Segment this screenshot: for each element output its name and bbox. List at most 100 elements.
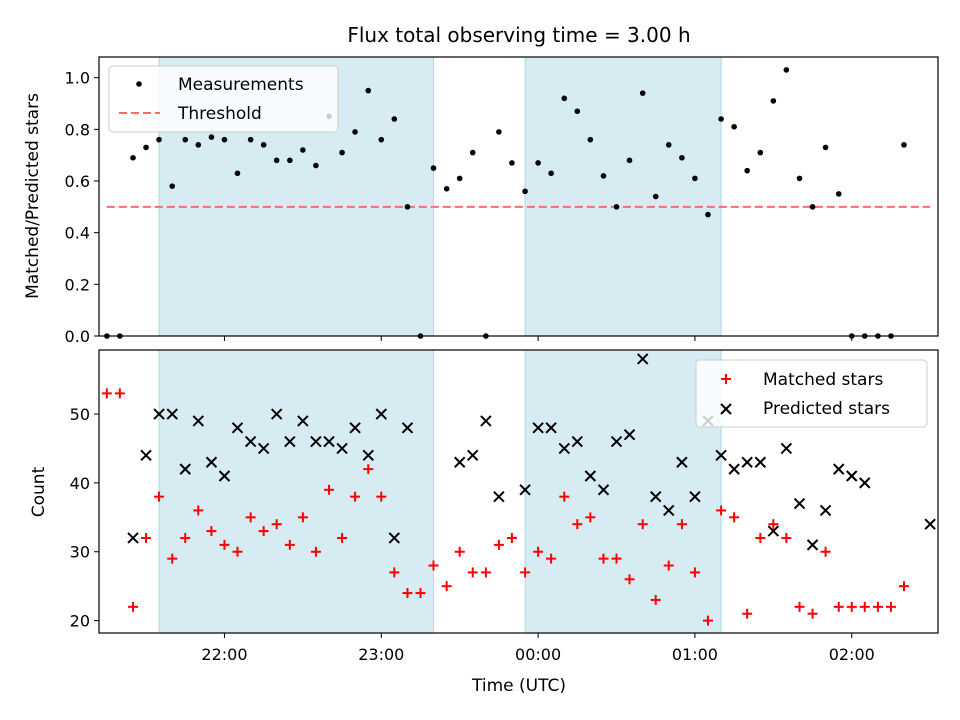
bottom-y-axis: 20 30 40 50 xyxy=(70,405,99,631)
bottom-y-tick-label: 20 xyxy=(70,612,90,631)
bottom-y-tick-label: 40 xyxy=(70,474,90,493)
predicted-point xyxy=(127,532,139,544)
matched-point xyxy=(807,608,818,619)
measurement-point xyxy=(613,204,620,210)
predicted-point xyxy=(310,435,322,448)
predicted-point-b xyxy=(728,463,740,475)
matched-point xyxy=(898,581,909,592)
measurement-point xyxy=(313,162,319,169)
predicted-point xyxy=(597,484,610,496)
matched-point xyxy=(114,388,125,399)
measurement-point xyxy=(548,170,554,177)
predicted-point-b xyxy=(793,497,806,510)
predicted-point xyxy=(610,435,623,448)
predicted-point xyxy=(676,456,688,468)
predicted-point-b xyxy=(270,408,283,420)
predicted-point-b xyxy=(297,415,309,427)
measurement-point xyxy=(496,129,502,135)
matched-point xyxy=(154,491,165,502)
measurement-point xyxy=(783,67,790,73)
matched-points xyxy=(101,388,909,626)
matched-point xyxy=(650,594,661,605)
predicted-point xyxy=(650,490,662,503)
predicted-point xyxy=(571,435,584,448)
matched-point xyxy=(350,491,361,502)
matched-point xyxy=(245,512,256,523)
measurement-point xyxy=(273,157,280,164)
predicted-point-b xyxy=(284,435,296,448)
predicted-point-b xyxy=(545,422,557,434)
predicted-point xyxy=(401,422,414,434)
matched-point xyxy=(258,526,269,537)
matched-point xyxy=(219,539,230,550)
measurement-point xyxy=(287,157,293,164)
predicted-point-b xyxy=(689,490,701,503)
bottom-y-label: Count xyxy=(29,466,49,517)
matched-point xyxy=(676,519,687,530)
measurement-point xyxy=(443,185,450,192)
x-tick-label: 22:00 xyxy=(201,645,247,664)
predicted-point xyxy=(179,463,191,475)
x-tick-label: 02:00 xyxy=(829,645,875,664)
predicted-point-b xyxy=(859,477,871,489)
predicted-point-b xyxy=(597,484,610,496)
matched-point xyxy=(702,615,713,626)
matched-point xyxy=(768,519,779,530)
predicted-point-b xyxy=(349,422,361,434)
measurement-point xyxy=(156,136,162,143)
top-y-tick-label: 0.6 xyxy=(65,172,90,191)
measurement-point xyxy=(705,211,711,218)
measurement-point xyxy=(835,191,842,197)
measurement-point xyxy=(260,142,267,148)
measurement-point xyxy=(626,157,633,164)
predicted-point-b xyxy=(833,463,845,475)
top-y-axis: 0.0 0.2 0.4 0.6 0.8 1.0 xyxy=(65,69,99,346)
matched-point xyxy=(872,601,883,612)
predicted-point xyxy=(270,408,283,420)
x-tick-label: 01:00 xyxy=(672,645,718,664)
measurement-point xyxy=(430,165,437,171)
measurement-point xyxy=(770,98,777,104)
measurement-point xyxy=(300,147,306,153)
predicted-point xyxy=(284,435,296,448)
predicted-point-b xyxy=(310,435,322,448)
matched-point xyxy=(141,532,152,543)
matched-point xyxy=(794,601,805,612)
matched-point xyxy=(376,491,387,502)
predicted-point-b xyxy=(127,532,139,544)
predicted-point xyxy=(218,470,231,482)
measurement-point xyxy=(522,188,528,195)
legend-predicted-marker xyxy=(720,403,732,415)
predicted-point-b xyxy=(623,428,636,441)
measurement-point xyxy=(652,193,659,200)
measurement-point xyxy=(692,175,698,182)
measurement-point xyxy=(404,204,411,210)
predicted-point xyxy=(819,504,832,517)
matched-point xyxy=(781,532,792,543)
legend-matched-label: Matched stars xyxy=(763,370,883,390)
predicted-point xyxy=(689,490,701,503)
predicted-point xyxy=(636,353,649,365)
predicted-point-b xyxy=(336,442,348,455)
predicted-point-b xyxy=(218,470,231,482)
predicted-point-b xyxy=(375,408,387,420)
predicted-point-b xyxy=(610,435,623,448)
matched-point xyxy=(310,546,321,557)
matched-point xyxy=(454,546,465,557)
measurement-point xyxy=(796,175,803,182)
legend-matched-glyph xyxy=(721,374,731,384)
matched-point xyxy=(729,512,740,523)
x-tick-label: 23:00 xyxy=(358,645,404,664)
predicted-point xyxy=(453,456,466,468)
predicted-point xyxy=(140,449,152,462)
matched-point xyxy=(193,505,204,516)
predicted-point-b xyxy=(636,353,649,365)
predicted-point-b xyxy=(453,456,466,468)
top-legend: Measurements Threshold xyxy=(108,65,339,133)
predicted-point-b xyxy=(205,456,218,468)
predicted-point-b xyxy=(401,422,414,434)
predicted-point xyxy=(793,497,806,510)
predicted-point-b xyxy=(493,490,505,503)
bottom-shade-1 xyxy=(524,349,722,634)
predicted-point xyxy=(545,422,557,434)
